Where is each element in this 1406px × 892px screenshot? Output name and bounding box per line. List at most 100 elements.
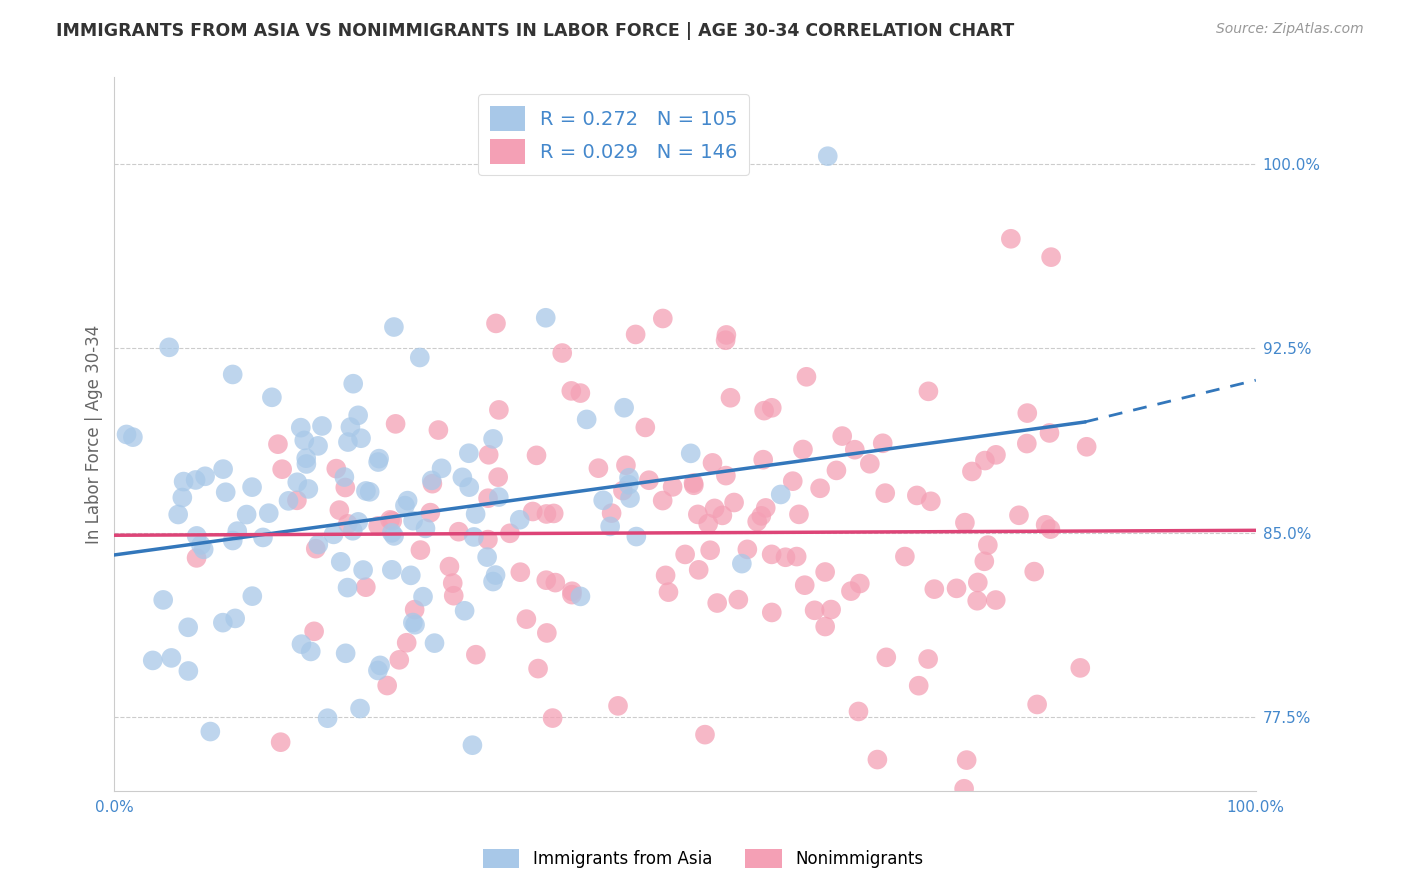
Point bbox=[399, 568, 422, 582]
Point bbox=[984, 448, 1007, 462]
Point bbox=[844, 442, 866, 457]
Point bbox=[240, 480, 263, 494]
Point bbox=[600, 506, 623, 520]
Point bbox=[752, 452, 775, 467]
Point bbox=[697, 516, 720, 531]
Point bbox=[177, 664, 200, 678]
Point bbox=[803, 603, 825, 617]
Point bbox=[464, 507, 486, 521]
Point bbox=[277, 494, 299, 508]
Point bbox=[412, 590, 434, 604]
Point bbox=[651, 311, 673, 326]
Point bbox=[305, 541, 328, 556]
Point bbox=[974, 453, 997, 467]
Point bbox=[419, 506, 441, 520]
Point bbox=[441, 576, 464, 591]
Point bbox=[485, 317, 508, 331]
Point bbox=[402, 514, 425, 528]
Point bbox=[488, 490, 510, 504]
Point bbox=[703, 501, 725, 516]
Point bbox=[350, 431, 373, 445]
Point bbox=[751, 508, 773, 523]
Point bbox=[588, 461, 610, 475]
Point bbox=[458, 480, 481, 494]
Point bbox=[849, 576, 872, 591]
Point bbox=[423, 636, 446, 650]
Point bbox=[295, 457, 318, 471]
Point bbox=[714, 468, 737, 483]
Point bbox=[592, 493, 614, 508]
Point bbox=[404, 602, 426, 616]
Point bbox=[384, 417, 406, 431]
Point bbox=[325, 461, 347, 475]
Point bbox=[966, 593, 988, 607]
Point bbox=[706, 596, 728, 610]
Point bbox=[430, 461, 453, 475]
Point bbox=[761, 606, 783, 620]
Point bbox=[1039, 522, 1062, 536]
Point bbox=[872, 436, 894, 450]
Point bbox=[226, 524, 249, 538]
Point bbox=[292, 434, 315, 448]
Point bbox=[1035, 517, 1057, 532]
Point bbox=[651, 493, 673, 508]
Point bbox=[451, 470, 474, 484]
Point bbox=[522, 504, 544, 518]
Point bbox=[477, 533, 499, 547]
Point bbox=[222, 533, 245, 548]
Point bbox=[443, 589, 465, 603]
Text: Source: ZipAtlas.com: Source: ZipAtlas.com bbox=[1216, 22, 1364, 37]
Point bbox=[295, 451, 318, 466]
Point bbox=[796, 369, 818, 384]
Point bbox=[382, 529, 405, 543]
Point bbox=[682, 478, 704, 492]
Point bbox=[420, 474, 443, 488]
Point bbox=[792, 442, 814, 457]
Point bbox=[561, 588, 583, 602]
Point bbox=[285, 475, 308, 490]
Point bbox=[482, 432, 505, 446]
Point bbox=[569, 386, 592, 401]
Point bbox=[614, 458, 637, 473]
Point bbox=[711, 508, 734, 523]
Point bbox=[945, 582, 967, 596]
Point bbox=[638, 473, 661, 487]
Point bbox=[716, 327, 738, 342]
Point bbox=[333, 470, 356, 484]
Point bbox=[731, 557, 754, 571]
Point bbox=[526, 448, 548, 462]
Point bbox=[673, 548, 696, 562]
Point bbox=[375, 679, 398, 693]
Point bbox=[484, 568, 506, 582]
Point bbox=[527, 662, 550, 676]
Point bbox=[679, 446, 702, 460]
Point bbox=[336, 435, 359, 450]
Point bbox=[339, 420, 361, 434]
Point bbox=[367, 455, 389, 469]
Point bbox=[307, 537, 329, 551]
Point bbox=[956, 753, 979, 767]
Point bbox=[402, 615, 425, 630]
Point bbox=[486, 470, 509, 484]
Point bbox=[335, 481, 357, 495]
Point bbox=[661, 480, 683, 494]
Point bbox=[368, 658, 391, 673]
Point bbox=[186, 529, 208, 543]
Y-axis label: In Labor Force | Age 30-34: In Labor Force | Age 30-34 bbox=[86, 325, 103, 544]
Point bbox=[1026, 698, 1049, 712]
Point bbox=[688, 563, 710, 577]
Point bbox=[917, 652, 939, 666]
Point bbox=[1069, 661, 1091, 675]
Point bbox=[1008, 508, 1031, 523]
Point bbox=[395, 636, 418, 650]
Point bbox=[977, 538, 1000, 552]
Point bbox=[267, 437, 290, 451]
Point bbox=[544, 575, 567, 590]
Point bbox=[367, 519, 389, 533]
Point bbox=[115, 427, 138, 442]
Point bbox=[782, 474, 804, 488]
Point bbox=[285, 493, 308, 508]
Point bbox=[814, 565, 837, 579]
Point bbox=[1017, 406, 1039, 420]
Point bbox=[184, 473, 207, 487]
